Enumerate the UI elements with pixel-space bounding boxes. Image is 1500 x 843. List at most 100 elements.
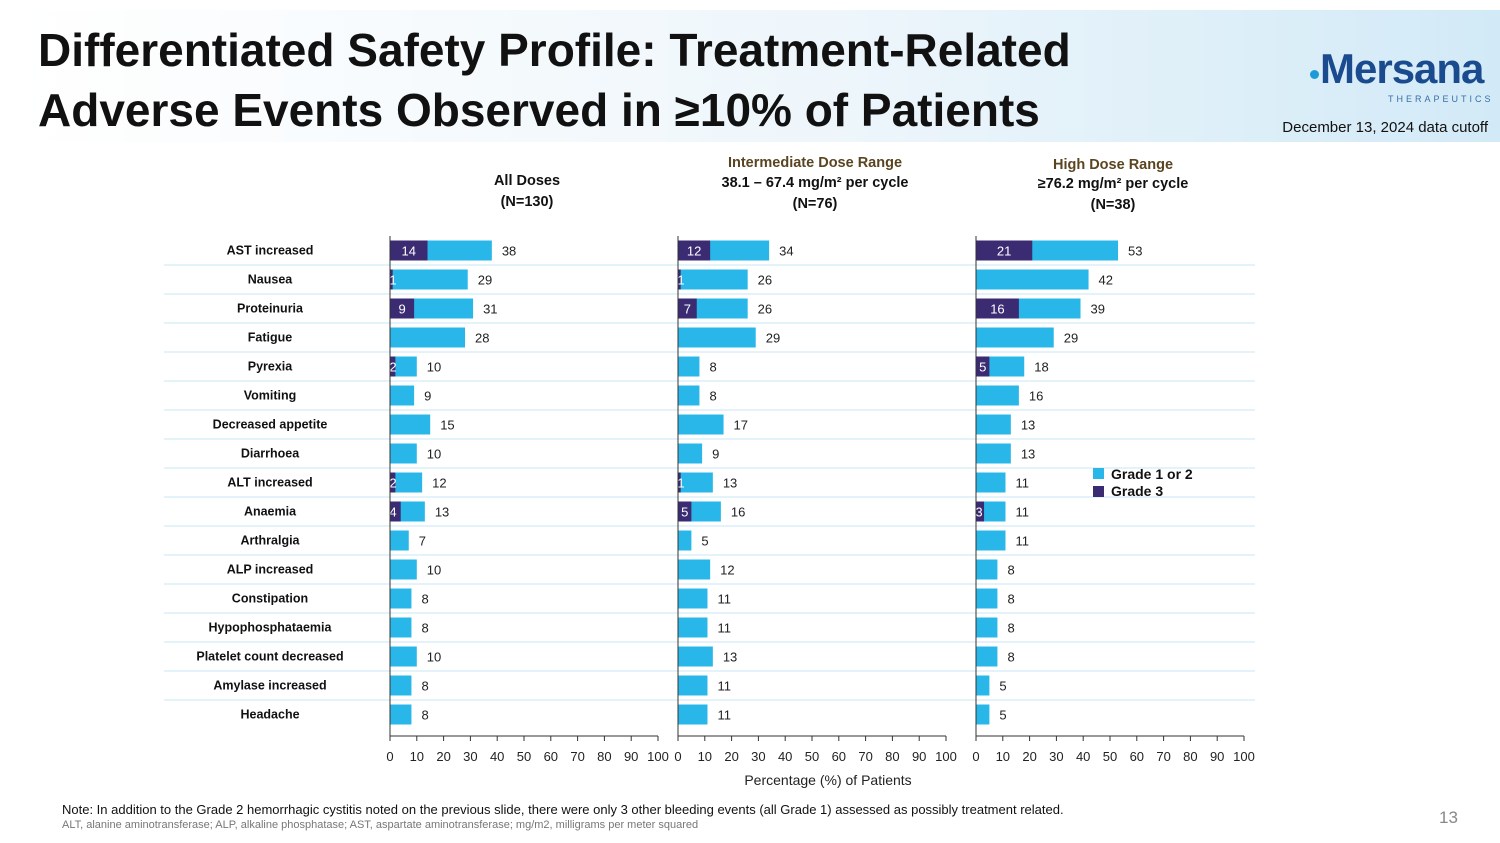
x-tick-label: 0 <box>386 749 393 764</box>
panel-title-intermediate-dose-range: Intermediate Dose Range <box>728 155 902 171</box>
total-value-label: 8 <box>421 621 428 636</box>
legend-label-grade3: Grade 3 <box>1111 483 1163 499</box>
total-value-label: 10 <box>427 360 441 375</box>
adverse-events-chart: AST increased Nausea Proteinuria Fatigue Pyr… <box>164 155 1255 788</box>
bar-grade12-all-doses <box>390 530 409 551</box>
x-tick-label: 40 <box>778 749 792 764</box>
x-tick-label: 50 <box>1103 749 1117 764</box>
x-tick-label: 100 <box>1233 749 1255 764</box>
bar-grade3-all-doses <box>390 240 428 261</box>
legend-swatch-grade3 <box>1093 486 1104 497</box>
category-label-headache: Headache <box>240 708 299 722</box>
bar-grade12-intermediate-dose-range <box>678 269 748 290</box>
bar-grade12-intermediate-dose-range <box>678 675 708 696</box>
total-value-label: 53 <box>1128 244 1142 259</box>
category-label-anaemia: Anaemia <box>244 505 297 519</box>
bar-grade3-all-doses <box>390 269 393 290</box>
grade3-value-label: 2 <box>389 476 396 491</box>
x-tick-label: 90 <box>1210 749 1224 764</box>
bar-grade12-intermediate-dose-range <box>678 385 700 406</box>
panel-title-all-doses: All Doses <box>494 173 560 189</box>
total-value-label: 7 <box>419 534 426 549</box>
total-value-label: 13 <box>723 476 737 491</box>
data-cutoff-label: December 13, 2024 data cutoff <box>1282 119 1488 136</box>
bar-grade3-all-doses <box>390 501 401 522</box>
total-value-label: 16 <box>1029 389 1043 404</box>
x-tick-label: 0 <box>972 749 979 764</box>
grade3-value-label: 5 <box>681 505 688 520</box>
x-tick-label: 90 <box>624 749 638 764</box>
company-logo: Mersana THERAPEUTICS <box>1308 44 1491 106</box>
x-tick-label: 20 <box>724 749 738 764</box>
bar-grade3-intermediate-dose-range <box>678 240 711 261</box>
total-value-label: 11 <box>1015 534 1029 549</box>
total-value-label: 11 <box>1015 505 1029 520</box>
category-label-alt-increased: ALT increased <box>227 476 312 490</box>
x-tick-label: 50 <box>517 749 531 764</box>
bar-grade3-high-dose-range <box>976 501 985 522</box>
category-label-arthralgia: Arthralgia <box>240 534 300 548</box>
total-value-label: 10 <box>427 650 441 665</box>
bar-grade12-high-dose-range <box>976 704 990 725</box>
bar-grade12-intermediate-dose-range <box>678 414 724 435</box>
bar-grade12-all-doses <box>390 443 417 464</box>
bar-grade12-all-doses <box>390 675 412 696</box>
x-tick-label: 20 <box>1022 749 1036 764</box>
total-value-label: 42 <box>1099 273 1113 288</box>
panel-n-high-dose-range: (N=38) <box>1091 197 1136 213</box>
total-value-label: 13 <box>435 505 449 520</box>
total-value-label: 5 <box>999 708 1006 723</box>
x-tick-label: 60 <box>832 749 846 764</box>
x-tick-label: 40 <box>1076 749 1090 764</box>
x-tick-label: 40 <box>490 749 504 764</box>
total-value-label: 29 <box>766 331 780 346</box>
total-value-label: 8 <box>421 708 428 723</box>
total-value-label: 12 <box>720 563 734 578</box>
x-tick-label: 30 <box>463 749 477 764</box>
bar-grade12-intermediate-dose-range <box>678 327 756 348</box>
abbreviations-footnote: ALT, alanine aminotransferase; ALP, alka… <box>62 819 699 831</box>
total-value-label: 8 <box>1007 621 1014 636</box>
total-value-label: 34 <box>779 244 793 259</box>
logo-wordmark: Mersana <box>1320 45 1484 92</box>
bar-grade12-all-doses <box>390 559 417 580</box>
bar-grade3-intermediate-dose-range <box>678 298 697 319</box>
bar-grade12-all-doses <box>390 356 417 377</box>
x-tick-label: 80 <box>1183 749 1197 764</box>
bar-grade3-all-doses <box>390 472 396 493</box>
bar-grade12-all-doses <box>390 269 468 290</box>
bar-grade12-intermediate-dose-range <box>678 646 713 667</box>
x-tick-label: 80 <box>885 749 899 764</box>
total-value-label: 10 <box>427 563 441 578</box>
total-value-label: 13 <box>1021 447 1035 462</box>
bar-grade12-high-dose-range <box>976 327 1054 348</box>
x-tick-label: 10 <box>410 749 424 764</box>
grade3-value-label: 12 <box>687 244 701 259</box>
x-tick-label: 30 <box>751 749 765 764</box>
total-value-label: 38 <box>502 244 516 259</box>
grade3-value-label: 2 <box>389 360 396 375</box>
x-tick-label: 10 <box>996 749 1010 764</box>
grade3-value-label: 4 <box>389 505 396 520</box>
total-value-label: 11 <box>717 592 731 607</box>
footnote: Note: In addition to the Grade 2 hemorrh… <box>62 802 1064 817</box>
page-number: 13 <box>1439 808 1458 827</box>
total-value-label: 31 <box>483 302 497 317</box>
total-value-label: 39 <box>1091 302 1105 317</box>
panel-subtitle-high-dose-range: ≥76.2 mg/m² per cycle <box>1038 176 1189 192</box>
x-axis-label: Percentage (%) of Patients <box>744 772 911 788</box>
x-tick-label: 70 <box>1156 749 1170 764</box>
total-value-label: 8 <box>1007 650 1014 665</box>
bar-grade12-intermediate-dose-range <box>678 588 708 609</box>
total-value-label: 28 <box>475 331 489 346</box>
category-label-ast-increased: AST increased <box>227 244 314 258</box>
x-tick-label: 80 <box>597 749 611 764</box>
bar-grade12-high-dose-range <box>976 385 1019 406</box>
bar-grade12-high-dose-range <box>976 617 998 638</box>
total-value-label: 12 <box>432 476 446 491</box>
logo-subtext: THERAPEUTICS <box>1388 94 1494 104</box>
bar-grade3-intermediate-dose-range <box>678 269 681 290</box>
x-tick-label: 90 <box>912 749 926 764</box>
grade3-value-label: 7 <box>684 302 691 317</box>
total-value-label: 11 <box>717 679 731 694</box>
